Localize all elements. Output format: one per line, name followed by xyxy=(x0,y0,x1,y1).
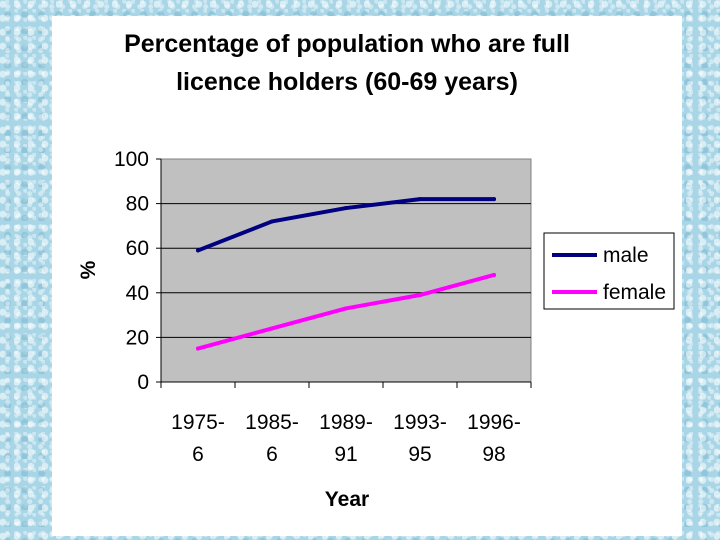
data-point-male-2 xyxy=(344,206,348,211)
x-tick-label-2: 1989- 91 xyxy=(319,411,373,466)
legend-box xyxy=(543,232,675,310)
data-point-male-4 xyxy=(492,197,496,202)
y-axis-title: % xyxy=(77,260,100,279)
x-tick-label-0-line-0: 1975- xyxy=(171,411,225,434)
x-tick-label-4: 1996- 98 xyxy=(467,411,521,466)
y-tick-label-20: 20 xyxy=(126,326,149,349)
x-tick-label-4-line-0: 1996- xyxy=(467,411,521,434)
x-tick-label-4-line-1: 98 xyxy=(482,443,505,466)
chart-title-line-1: Percentage of population who are full xyxy=(124,30,570,58)
plot-area xyxy=(160,158,532,383)
y-tick-label-60: 60 xyxy=(126,237,149,260)
y-tick-label-80: 80 xyxy=(126,193,149,216)
legend-label-male: male xyxy=(603,244,649,267)
y-axis: 0 20 40 60 80 100 xyxy=(114,148,162,394)
data-point-female-0 xyxy=(196,346,200,351)
data-point-female-3 xyxy=(418,293,422,298)
x-tick-label-3-line-1: 95 xyxy=(408,443,431,466)
x-tick-label-1: 1985- 6 xyxy=(245,411,299,466)
x-axis-title: Year xyxy=(325,488,369,511)
x-tick-label-1-line-1: 6 xyxy=(266,443,278,466)
legend-label-female: female xyxy=(603,281,666,304)
data-point-female-1 xyxy=(270,326,274,331)
line-chart: Percentage of population who are full li… xyxy=(77,30,675,511)
x-tick-label-0: 1975- 6 xyxy=(171,411,225,466)
legend: male female xyxy=(543,232,675,310)
x-tick-label-1-line-0: 1985- xyxy=(245,411,299,434)
x-tick-label-2-line-1: 91 xyxy=(334,443,357,466)
y-tick-label-0: 0 xyxy=(137,371,149,394)
x-tick-label-3-line-0: 1993- xyxy=(393,411,447,434)
chart-title-line-2: licence holders (60-69 years) xyxy=(176,68,518,96)
data-point-female-2 xyxy=(344,306,348,311)
x-tick-label-3: 1993- 95 xyxy=(393,411,447,466)
y-tick-label-100: 100 xyxy=(114,148,149,171)
x-tick-label-2-line-0: 1989- xyxy=(319,411,373,434)
gridlines xyxy=(161,203,531,338)
y-tick-label-40: 40 xyxy=(126,282,149,305)
data-point-male-0 xyxy=(196,248,200,253)
x-axis: 1975- 6 1985- 6 1989- 91 1993- 95 1996- 98 xyxy=(160,381,532,466)
series-layer xyxy=(196,197,496,351)
data-point-female-4 xyxy=(492,272,496,277)
slide-panel: Percentage of population who are full li… xyxy=(52,16,682,536)
data-point-male-3 xyxy=(418,197,422,202)
data-point-male-1 xyxy=(270,219,274,224)
x-tick-label-0-line-1: 6 xyxy=(192,443,204,466)
